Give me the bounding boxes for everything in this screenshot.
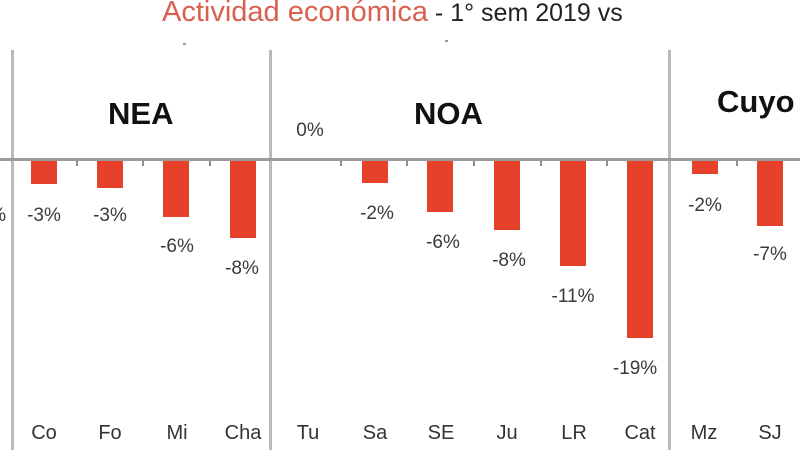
value-label-fo: -3% [93, 205, 127, 226]
bar-co [31, 161, 57, 184]
value-label-co: -3% [27, 205, 61, 226]
chart-title-accent: Actividad económica [162, 0, 428, 28]
bar-lr [560, 161, 586, 266]
category-label-fo: Fo [98, 422, 122, 444]
axis-tick [209, 161, 211, 166]
category-label-sa: Sa [362, 422, 388, 444]
value-label-cat: -19% [612, 358, 658, 379]
region-divider [269, 50, 272, 450]
value-label-clipped: % [0, 205, 6, 227]
category-label-mi: Mi [166, 422, 188, 444]
value-label-mi: -6% [160, 236, 194, 257]
category-label-lr: LR [561, 422, 587, 444]
bar-se [427, 161, 453, 212]
axis-tick [340, 161, 342, 166]
value-label-sa: -2% [360, 203, 394, 224]
value-label-mz: -2% [688, 195, 722, 216]
bar-ju [494, 161, 520, 230]
bar-sj [757, 161, 783, 226]
region-label-nea: NEA [108, 96, 174, 131]
value-label-sj: -7% [753, 244, 787, 265]
axis-tick [606, 161, 608, 166]
category-label-tu: Tu [296, 422, 320, 444]
category-label-co: Co [31, 422, 57, 444]
region-label-cuyo: Cuyo [717, 84, 795, 119]
category-label-sj: SJ [758, 422, 782, 444]
bar-cha [230, 161, 256, 238]
bar-fo [97, 161, 123, 188]
value-label-cha: -8% [225, 258, 259, 279]
x-axis-line [0, 158, 800, 161]
axis-tick [142, 161, 144, 166]
chart-title-rest: - 1° sem 2019 vs [427, 0, 623, 27]
value-label-se: -6% [426, 232, 460, 253]
category-label-ju: Ju [496, 422, 518, 444]
bar-mi [163, 161, 189, 217]
bar-cat [627, 161, 653, 338]
region-divider [11, 50, 14, 450]
axis-tick [406, 161, 408, 166]
category-label-cat: Cat [624, 422, 656, 444]
region-label-noa: NOA [414, 96, 483, 131]
bar-sa [362, 161, 388, 183]
category-label-mz: Mz [690, 422, 718, 444]
category-label-cha: Cha [224, 422, 262, 444]
value-label-lr: -11% [551, 286, 595, 307]
axis-tick [76, 161, 78, 166]
category-label-se: SE [427, 422, 455, 444]
value-label-ju: -8% [492, 250, 526, 271]
bar-mz [692, 161, 718, 174]
chart-title: Actividad económica - 1° sem 2019 vs [162, 0, 623, 31]
value-label-tu: 0% [296, 120, 324, 141]
axis-tick [736, 161, 738, 166]
region-divider [668, 50, 671, 450]
axis-tick [540, 161, 542, 166]
axis-tick [473, 161, 475, 166]
